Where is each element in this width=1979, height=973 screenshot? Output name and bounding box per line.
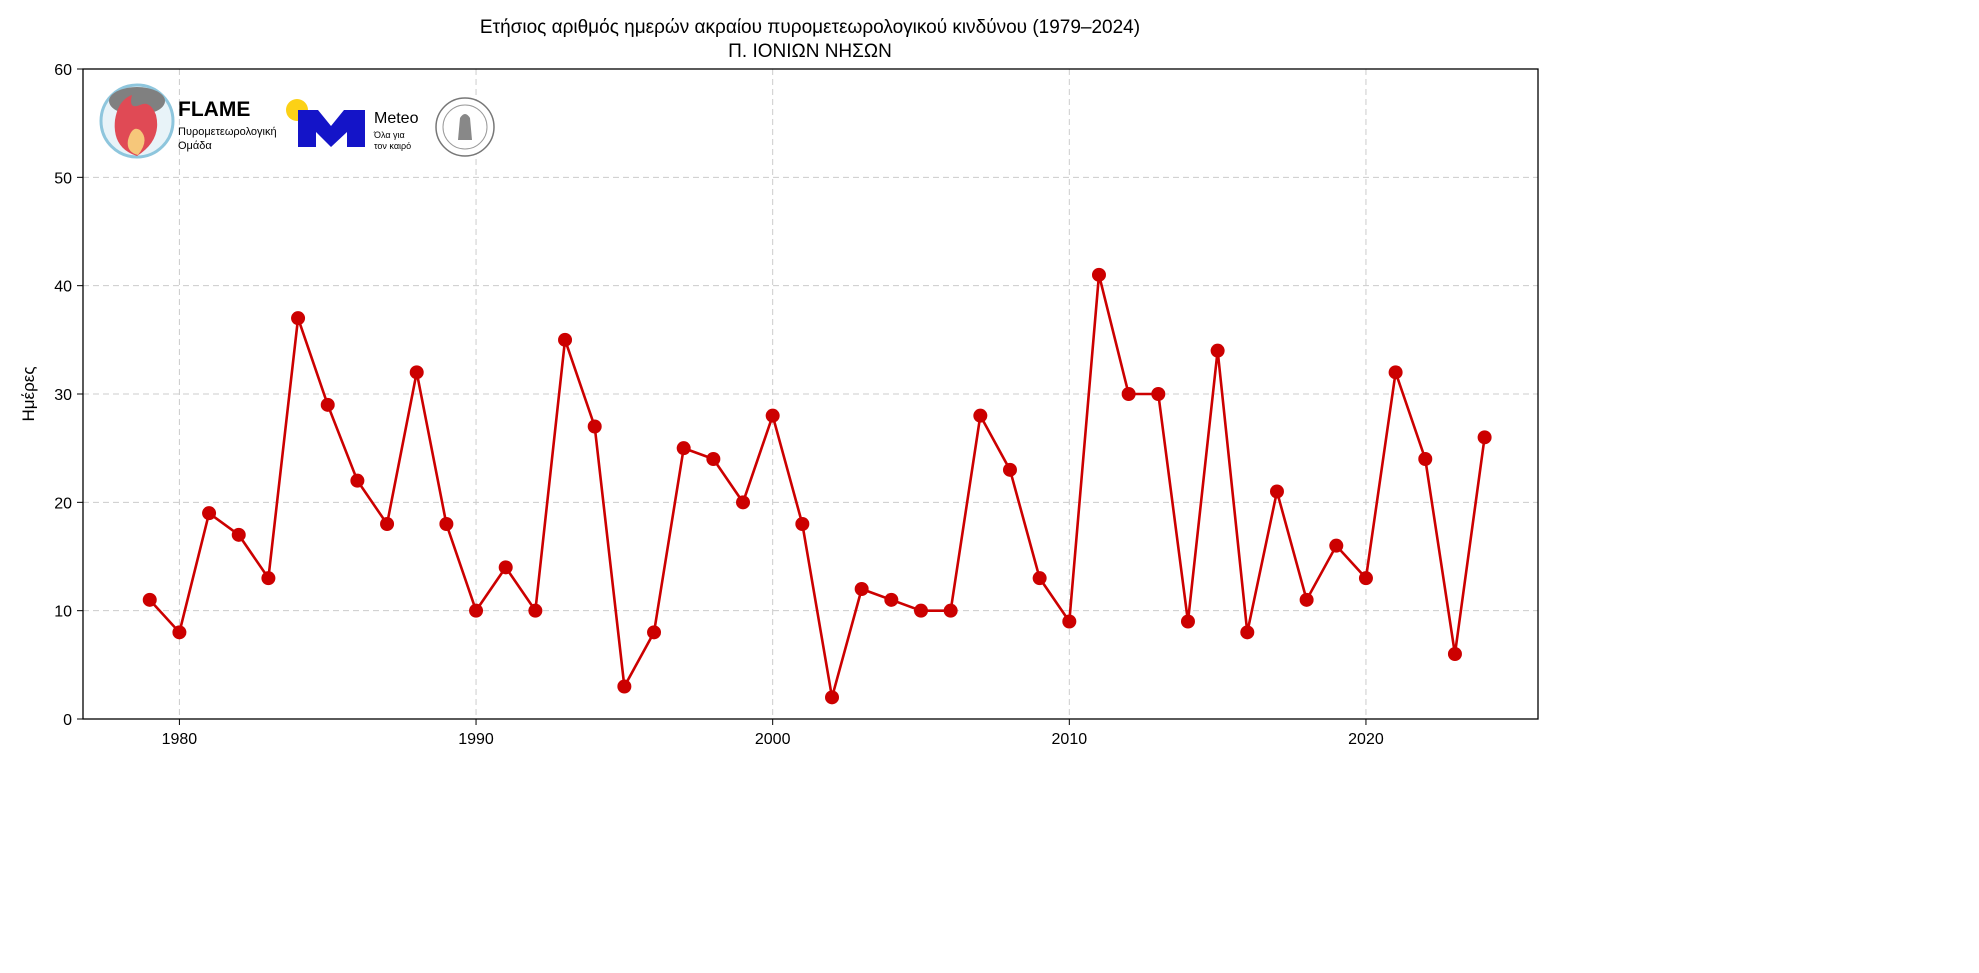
data-point (439, 517, 454, 531)
data-point (943, 603, 958, 618)
y-tick-label: 60 (54, 62, 72, 79)
flame-logo-name: FLAME (178, 98, 250, 121)
data-point (1210, 343, 1225, 358)
data-point (1240, 625, 1255, 640)
data-point (795, 517, 810, 531)
data-point (142, 592, 157, 607)
data-point (1121, 387, 1136, 401)
data-point (498, 560, 513, 575)
series-line (148, 274, 1486, 698)
ticks: 1980 1990 2000 2010 2020 0 10 20 30 40 50 60 (54, 62, 1384, 748)
y-tick-label: 0 (63, 712, 72, 729)
data-point (647, 625, 662, 640)
data-point (973, 408, 988, 423)
meteo-logo-sub1: Όλα για (373, 130, 405, 140)
data-point (765, 408, 780, 423)
x-tick-label: 2000 (755, 731, 791, 748)
data-point (587, 419, 602, 434)
data-point (1477, 430, 1492, 445)
data-point (469, 603, 484, 618)
y-tick-label: 30 (54, 387, 72, 404)
y-axis-label: Ημέρες (19, 366, 38, 421)
y-tick-label: 50 (54, 170, 72, 187)
y-tick-label: 40 (54, 279, 72, 296)
data-point (1388, 365, 1403, 380)
data-point (261, 571, 276, 586)
data-point (1180, 614, 1195, 629)
data-point (1002, 462, 1017, 477)
data-point (231, 527, 246, 542)
data-point (528, 603, 543, 618)
data-point (291, 311, 306, 326)
data-point (409, 365, 424, 380)
data-point (1269, 484, 1284, 499)
plot-frame (82, 68, 1539, 720)
data-point (1091, 267, 1106, 282)
data-point (202, 506, 217, 521)
fire-inner-icon (127, 128, 145, 155)
data-point (884, 592, 899, 607)
data-point (1151, 387, 1166, 401)
flame-logo-sub2: Ομάδα (178, 140, 212, 152)
y-tick-label: 10 (54, 604, 72, 621)
data-point (1329, 538, 1344, 553)
data-point (676, 441, 691, 456)
meteo-m-icon (298, 110, 365, 147)
data-point (172, 625, 187, 640)
meteo-logo-name: Meteo (374, 110, 419, 127)
data-point (1299, 592, 1314, 607)
x-tick-label: 1990 (458, 731, 494, 748)
data-point (617, 679, 632, 694)
data-point (1032, 571, 1047, 586)
data-point (558, 332, 573, 347)
observatory-seal-logo (435, 97, 495, 157)
data-point (825, 690, 840, 705)
data-point (1358, 571, 1373, 586)
data-point (736, 495, 751, 510)
x-tick-label: 2010 (1052, 731, 1088, 748)
flame-logo: FLAME Πυρομετεωρολογική Ομάδα (99, 83, 277, 159)
chart-subtitle: Π. ΙΟΝΙΩΝ ΝΗΣΩΝ (728, 41, 892, 62)
meteo-logo: Meteo Όλα για τον καιρό (286, 99, 419, 151)
series (142, 267, 1492, 705)
data-point (320, 397, 335, 412)
data-point (1418, 452, 1433, 466)
x-tick-label: 1980 (162, 731, 198, 748)
y-tick-label: 20 (54, 495, 72, 512)
data-point (913, 603, 928, 618)
data-point (706, 452, 721, 466)
data-point (1062, 614, 1077, 629)
x-tick-label: 2020 (1348, 731, 1384, 748)
grid (83, 69, 1538, 719)
data-point (380, 517, 395, 531)
data-point (1447, 647, 1462, 661)
data-point (854, 582, 869, 596)
flame-logo-sub1: Πυρομετεωρολογική (178, 126, 277, 138)
chart-title: Ετήσιος αριθμός ημερών ακραίου πυρομετεω… (480, 17, 1140, 38)
fire-icon (114, 95, 158, 156)
meteo-logo-sub2: τον καιρό (374, 141, 411, 151)
data-point (350, 473, 365, 488)
